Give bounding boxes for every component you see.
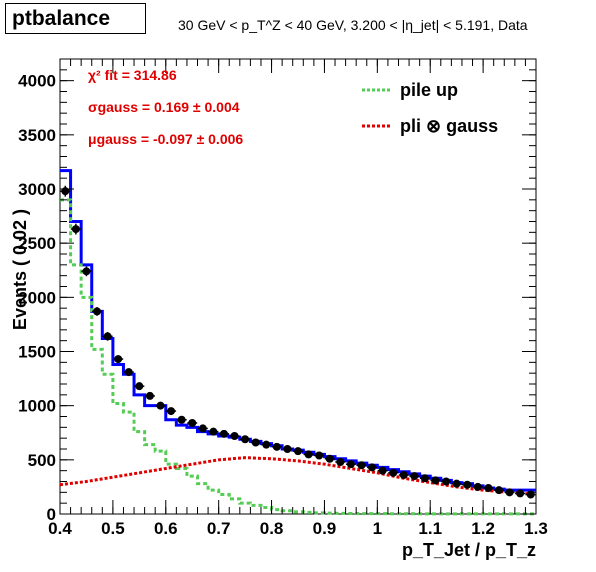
series-pli-gauss	[60, 169, 536, 492]
data-point	[452, 479, 461, 488]
data-point	[61, 187, 70, 196]
x-tick-label: 1.2	[471, 519, 495, 538]
data-point	[431, 476, 440, 485]
data-point	[378, 466, 387, 475]
data-point	[93, 307, 102, 316]
x-tick-label: 1	[373, 519, 382, 538]
data-point	[71, 225, 80, 234]
data-point	[103, 332, 112, 341]
y-tick-label: 4000	[18, 72, 56, 91]
data-point	[198, 424, 207, 433]
data-point	[442, 477, 451, 486]
data-point	[124, 368, 133, 377]
fit-sigma-text: σgauss = 0.169 ± 0.004	[88, 99, 240, 115]
x-axis-label: p_T_Jet / p_T_z	[402, 540, 536, 560]
data-point	[167, 407, 176, 416]
data-point	[484, 484, 493, 492]
data-point	[188, 419, 197, 427]
x-tick-label: 0.4	[48, 519, 72, 538]
data-point	[209, 427, 218, 436]
data-point	[368, 463, 377, 472]
data-points-layer	[60, 185, 536, 499]
y-tick-label: 1000	[18, 397, 56, 416]
data-point	[463, 480, 472, 489]
fit-chi2-text: χ² fit = 314.86	[88, 67, 177, 83]
data-point	[420, 474, 429, 483]
data-point	[177, 415, 186, 424]
legend-label: pli ⊗ gauss	[400, 116, 498, 136]
ticks-layer	[59, 58, 537, 515]
y-tick-label: 500	[28, 451, 56, 470]
series-layer	[59, 169, 537, 516]
chart-title: ptbalance	[5, 3, 146, 34]
data-point	[526, 490, 535, 499]
data-point	[230, 432, 239, 440]
data-point	[357, 461, 366, 470]
y-tick-label: 1500	[18, 343, 56, 362]
data-point	[251, 438, 260, 447]
data-point	[304, 450, 313, 459]
data-point	[145, 391, 154, 400]
data-point	[283, 445, 292, 453]
data-point	[262, 440, 271, 449]
x-tick-label: 0.7	[207, 519, 231, 538]
x-tick-label: 1.3	[524, 519, 548, 538]
series-pile-up	[60, 198, 536, 516]
y-tick-label: 2500	[18, 234, 56, 253]
fit-mu-text: μgauss = -0.097 ± 0.006	[88, 131, 243, 147]
data-point	[516, 489, 525, 498]
data-point	[410, 472, 419, 481]
subtitle-range-text: 30 GeV < p_T^Z < 40 GeV, 3.200 < |η_jet|…	[178, 17, 528, 33]
data-point	[294, 447, 302, 456]
data-point	[389, 468, 398, 477]
data-point	[505, 488, 514, 497]
x-tick-label: 1.1	[418, 519, 442, 538]
data-point	[156, 401, 165, 410]
chart-subtitle: 30 GeV < p_T^Z < 40 GeV, 3.200 < |η_jet|…	[178, 17, 528, 33]
series-gauss-curve	[59, 456, 537, 496]
y-tick-label: 3500	[18, 126, 56, 145]
x-tick-label: 0.8	[260, 519, 284, 538]
y-tick-label: 2000	[18, 288, 56, 307]
data-point	[494, 486, 503, 495]
x-tick-label: 0.6	[154, 519, 178, 538]
data-point	[135, 382, 144, 391]
x-tick-label: 0.5	[101, 519, 125, 538]
data-point	[346, 460, 355, 469]
data-point	[336, 458, 345, 466]
data-point	[114, 355, 123, 364]
y-tick-label: 0	[47, 505, 56, 524]
y-tick-label: 3000	[18, 180, 56, 199]
data-point	[473, 482, 482, 491]
text-layer: 0.4 0.5 0.6 0.7 0.8 0.9 1 1.1 1.2 1.3 0 500 1000 1500…	[10, 67, 548, 560]
y-axis-label: Events ( 0.02 )	[10, 209, 30, 330]
legend-label: pile up	[400, 80, 458, 100]
data-point	[219, 429, 228, 438]
data-point	[272, 442, 281, 451]
data-point	[82, 267, 91, 276]
data-point	[399, 471, 408, 479]
data-point	[241, 435, 250, 444]
data-point	[315, 451, 324, 460]
x-tick-label: 0.9	[313, 519, 337, 538]
data-point	[325, 454, 334, 463]
